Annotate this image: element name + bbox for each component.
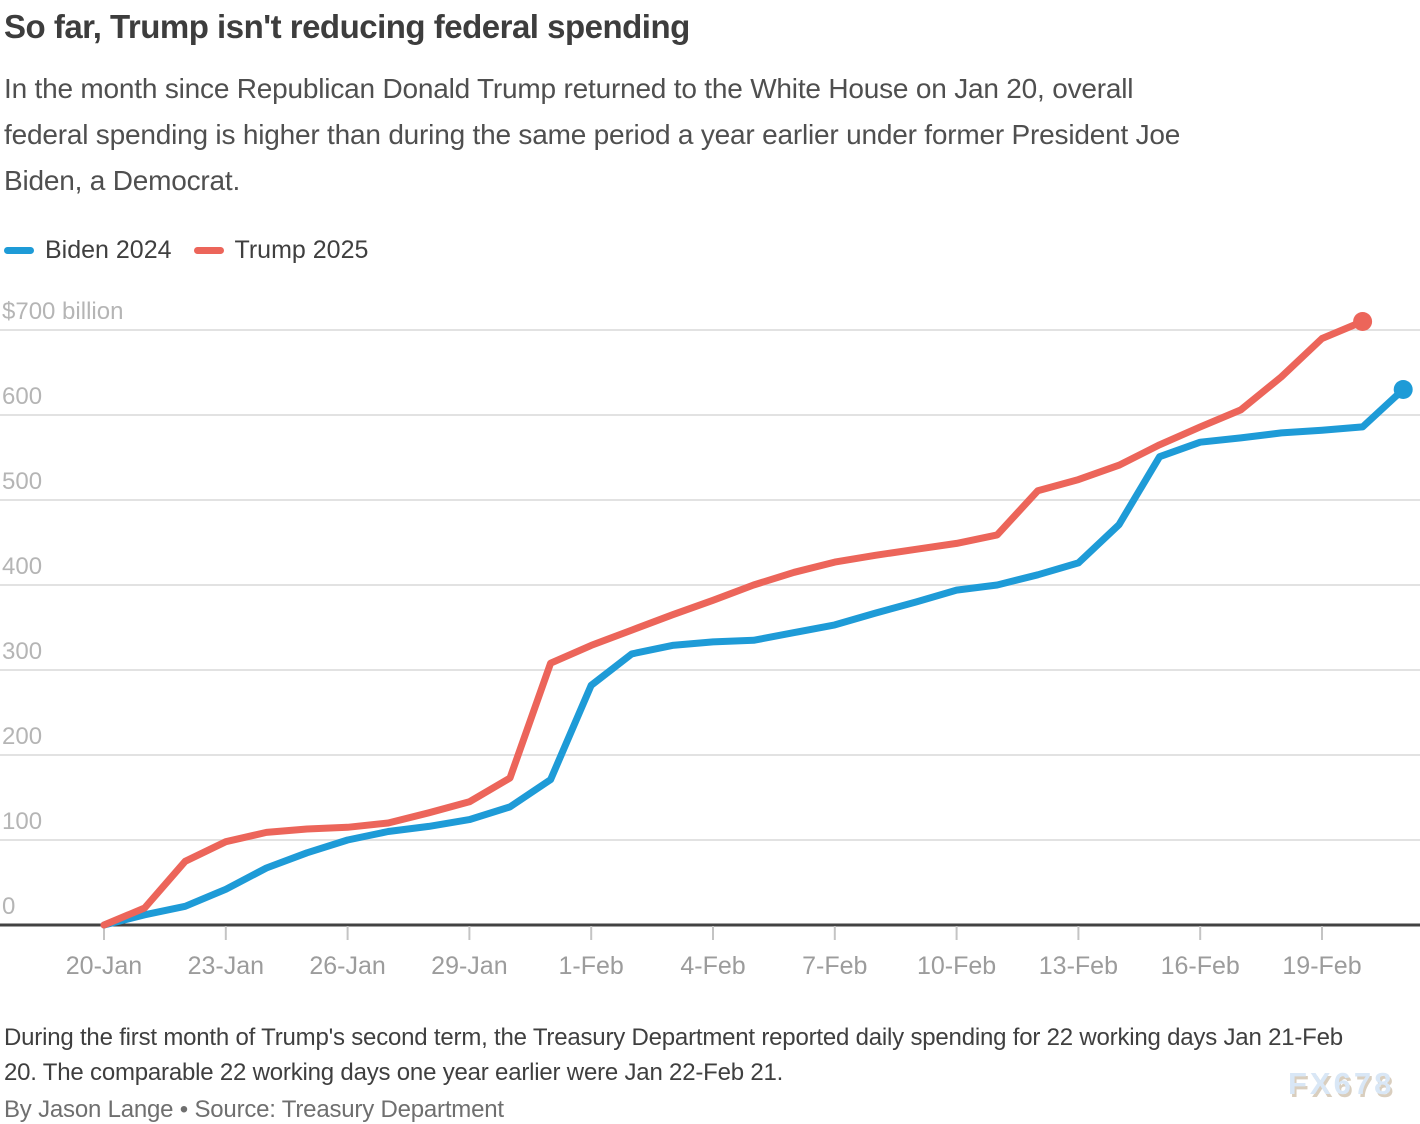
y-axis-label: 500	[2, 468, 42, 495]
spending-line-chart: 0 100 200 300 400 500 600 $700 billion 20-Jan 23-…	[0, 298, 1420, 980]
legend-item-biden-2024: Biden 2024	[4, 236, 172, 265]
biden-2024-line	[100, 386, 1407, 929]
legend-label-biden-2024: Biden 2024	[45, 236, 172, 264]
trump-line-swatch	[193, 247, 224, 254]
page-title: So far, Trump isn't reducing federal spe…	[4, 8, 690, 45]
x-axis-label: 16-Feb	[1161, 952, 1240, 980]
chart-subtitle: In the month since Republican Donald Tru…	[4, 66, 1180, 204]
y-axis-label: 100	[2, 808, 42, 835]
chart-legend: Biden 2024 Trump 2025	[4, 236, 368, 265]
subtitle-line: Biden, a Democrat.	[4, 165, 241, 196]
x-axis-label: 26-Jan	[309, 952, 385, 980]
footnote-line: 20. The comparable 22 working days one y…	[4, 1059, 784, 1086]
subtitle-line: federal spending is higher than during t…	[4, 119, 1181, 150]
x-axis-label: 23-Jan	[188, 952, 264, 980]
y-axis-label: 400	[2, 553, 42, 580]
byline-source: By Jason Lange • Source: Treasury Depart…	[4, 1096, 504, 1123]
fx678-watermark: FX678	[1288, 1066, 1395, 1101]
y-axis-label: 0	[2, 893, 15, 920]
legend-label-trump-2025: Trump 2025	[234, 236, 369, 264]
subtitle-line: In the month since Republican Donald Tru…	[4, 73, 1134, 104]
biden-2024-end-dot	[1393, 380, 1413, 399]
x-axis-label: 10-Feb	[917, 952, 996, 980]
x-axis-label: 29-Jan	[431, 952, 507, 980]
x-axis-label: 4-Feb	[680, 952, 745, 980]
y-axis-label: $700 billion	[2, 298, 123, 325]
trump-2025-line	[100, 318, 1367, 929]
x-axis-label: 7-Feb	[802, 952, 867, 980]
x-axis-label: 20-Jan	[66, 952, 142, 980]
x-axis-label: 1-Feb	[559, 952, 624, 980]
y-axis-label: 300	[2, 638, 42, 665]
x-axis-label: 19-Feb	[1282, 952, 1361, 980]
footnote-line: During the first month of Trump's second…	[4, 1024, 1343, 1051]
biden-line-swatch	[4, 247, 34, 254]
legend-item-trump-2025: Trump 2025	[193, 236, 369, 265]
trump-2025-end-dot	[1353, 312, 1373, 331]
y-axis-label: 200	[2, 723, 42, 750]
chart-footnote: During the first month of Trump's second…	[4, 1020, 1343, 1090]
x-axis-label: 13-Feb	[1039, 952, 1118, 980]
y-axis-label: 600	[2, 383, 42, 410]
